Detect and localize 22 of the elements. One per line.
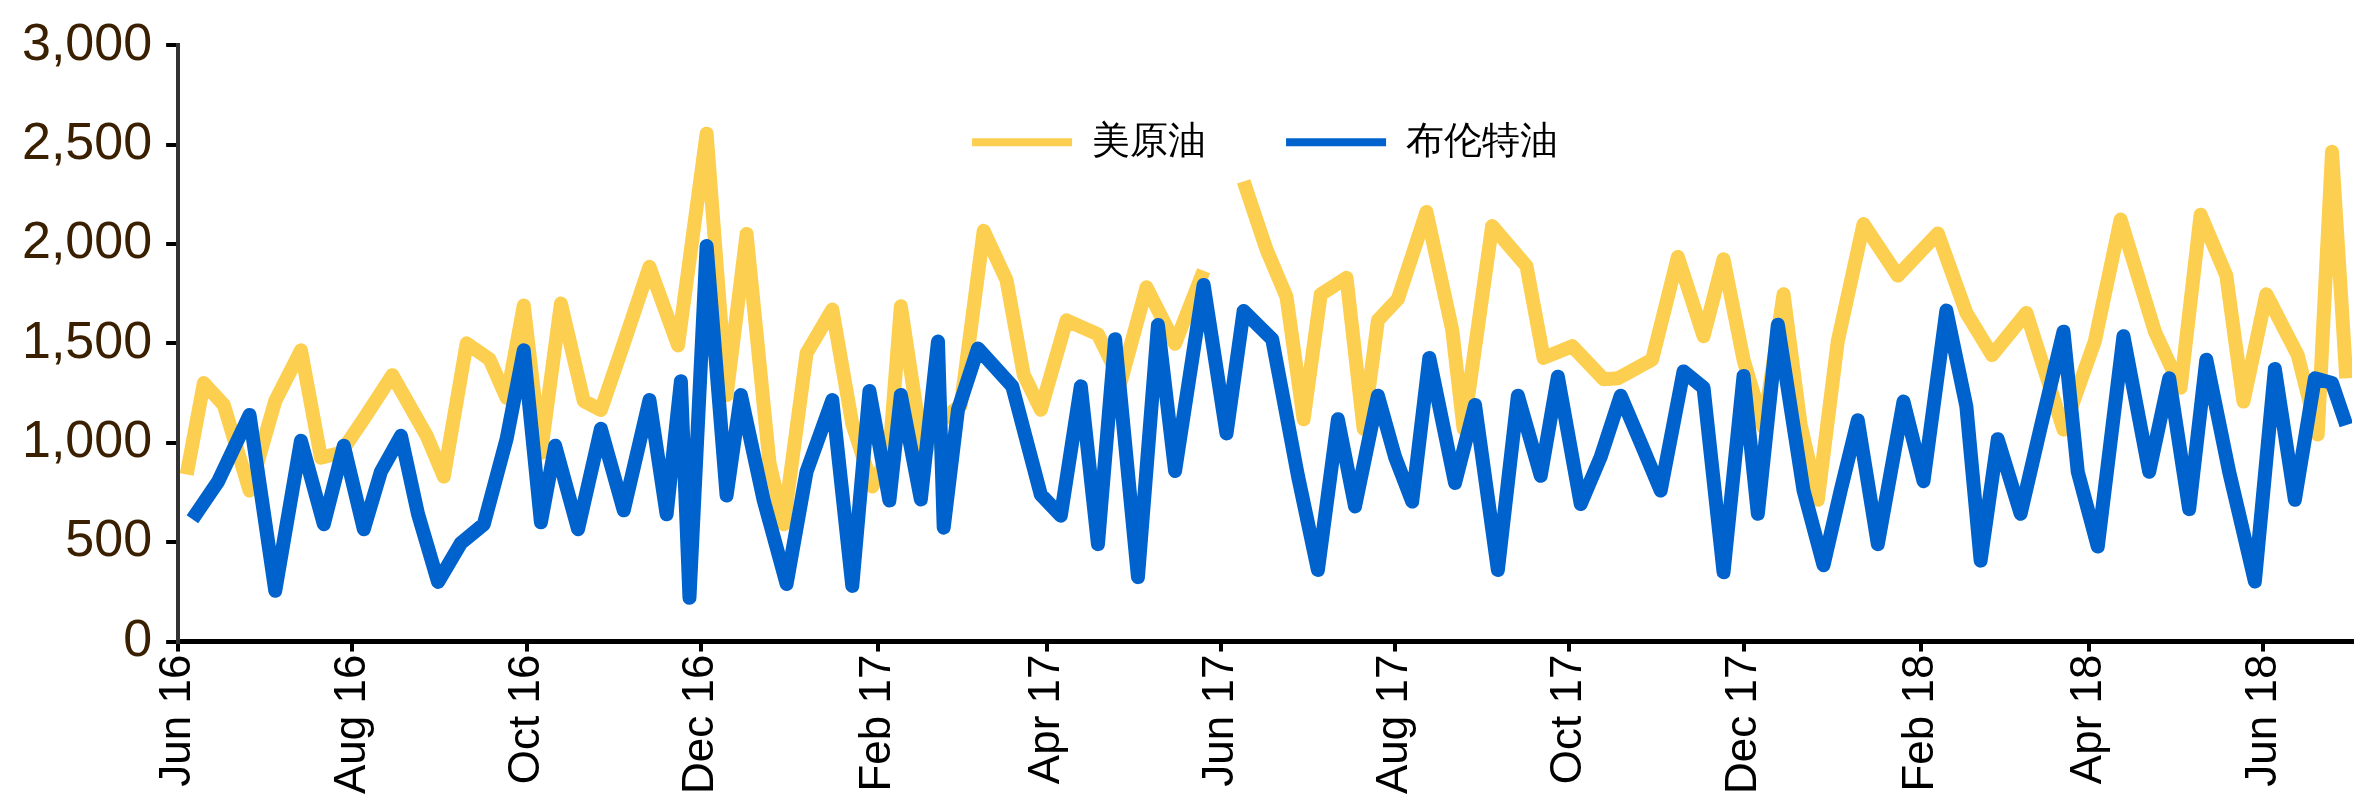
x-tick-label: Aug 16: [324, 654, 374, 795]
y-tick-label: 0: [123, 608, 153, 667]
y-tick-label: 3,000: [21, 12, 153, 71]
x-tick-label: Apr 18: [2061, 654, 2111, 785]
legend-label: 布伦特油: [1406, 118, 1559, 161]
x-tick-label: Feb 18: [1892, 654, 1942, 792]
y-tick-label: 2,000: [21, 211, 153, 270]
x-tick-label: Dec 17: [1715, 654, 1765, 794]
x-tick-label: Apr 17: [1018, 654, 1068, 785]
x-tick-label: Jun 17: [1192, 654, 1242, 787]
x-tick-label: Feb 17: [850, 654, 900, 792]
x-tick-label: Oct 16: [498, 654, 548, 785]
y-tick-label: 500: [65, 509, 153, 568]
legend-label: 美原油: [1092, 118, 1207, 161]
y-tick-label: 2,500: [21, 111, 153, 170]
x-tick-label: Jun 16: [150, 654, 200, 787]
x-tick-label: Jun 18: [2235, 654, 2285, 787]
x-tick-label: Oct 17: [1541, 654, 1591, 785]
y-tick-label: 1,500: [21, 310, 153, 369]
x-tick-label: Aug 17: [1367, 654, 1417, 795]
x-tick-label: Dec 16: [673, 654, 723, 794]
y-tick-label: 1,000: [21, 410, 153, 469]
